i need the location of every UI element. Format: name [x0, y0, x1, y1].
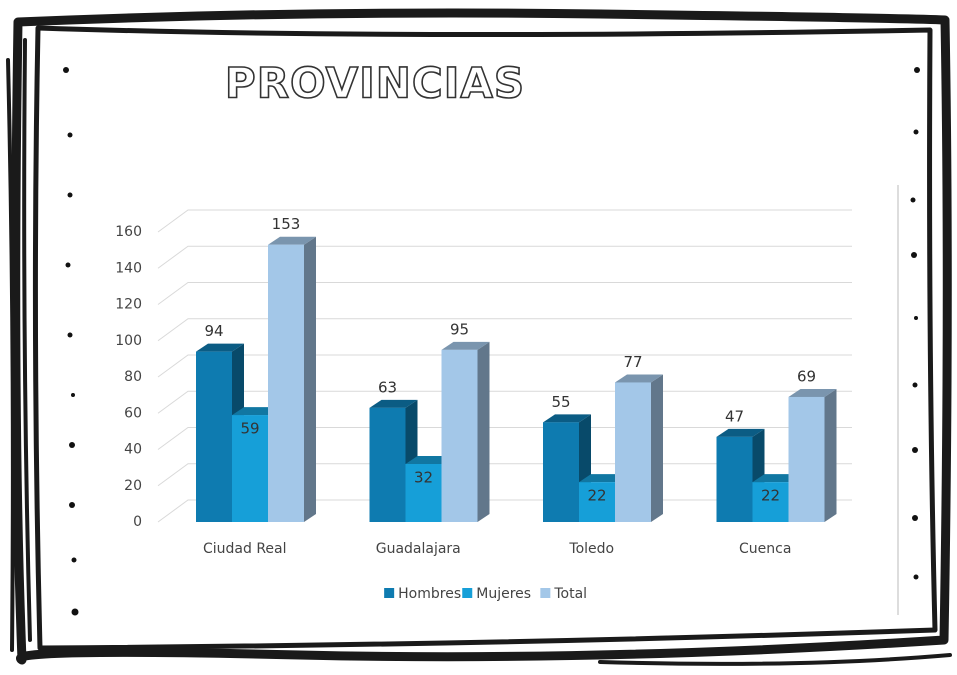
value-label: 47	[725, 407, 744, 425]
frame	[6, 8, 952, 666]
legend-label: Hombres	[398, 586, 461, 602]
y-tick-label: 80	[124, 369, 142, 385]
value-label: 95	[450, 320, 469, 338]
value-label: 69	[797, 367, 816, 385]
bar-side	[651, 374, 663, 522]
x-tick-label: Toledo	[568, 541, 614, 557]
bar-top	[716, 428, 765, 437]
bar	[752, 482, 789, 522]
grid-line	[157, 209, 852, 233]
bar-top	[615, 374, 663, 383]
bar	[543, 422, 579, 522]
bar	[196, 351, 232, 522]
value-label: 22	[587, 487, 606, 505]
x-tick-label: Ciudad Real	[203, 541, 287, 557]
value-label: 55	[551, 393, 570, 411]
bar-top	[543, 414, 591, 423]
y-tick-label: 40	[124, 442, 142, 458]
value-label: 94	[204, 322, 223, 340]
bar	[268, 244, 304, 522]
bar	[441, 349, 478, 522]
y-tick-label: 60	[124, 405, 142, 421]
value-label: 22	[761, 487, 780, 505]
bar	[716, 436, 753, 522]
legend-label: Mujeres	[476, 586, 531, 602]
bar-top	[196, 343, 244, 352]
bar	[615, 382, 651, 522]
chart-title: PROVINCIAS	[225, 59, 525, 108]
bar-top	[369, 399, 418, 408]
legend-label: Total	[553, 586, 587, 602]
bar-side	[304, 236, 316, 522]
bar	[579, 482, 615, 522]
y-tick-label: 0	[133, 514, 142, 530]
value-label: 63	[378, 378, 397, 396]
y-tick-label: 160	[115, 224, 142, 240]
x-tick-label: Guadalajara	[376, 541, 461, 557]
grid-line	[157, 245, 852, 269]
y-tick-label: 140	[115, 260, 142, 276]
bar-top	[788, 388, 837, 397]
legend-swatch	[540, 588, 551, 598]
y-tick-label: 20	[124, 478, 142, 494]
grid-line	[157, 282, 852, 305]
bar-side	[477, 341, 490, 522]
x-tick-label: Cuenca	[739, 541, 791, 557]
value-label: 77	[623, 353, 642, 371]
bar-top	[268, 236, 316, 245]
bar	[405, 464, 442, 522]
grid-line	[157, 318, 852, 342]
value-label: 153	[272, 215, 301, 233]
value-label: 32	[414, 469, 433, 487]
grid-line	[157, 354, 852, 378]
y-tick-label: 100	[115, 333, 142, 349]
value-label: 59	[240, 420, 259, 438]
bar-top	[441, 341, 490, 350]
legend-swatch	[384, 588, 395, 598]
bar	[788, 396, 825, 522]
legend-swatch	[462, 588, 473, 598]
bar	[369, 407, 406, 522]
y-tick-label: 120	[115, 297, 142, 313]
bar	[232, 415, 268, 522]
bar-side	[824, 388, 837, 522]
